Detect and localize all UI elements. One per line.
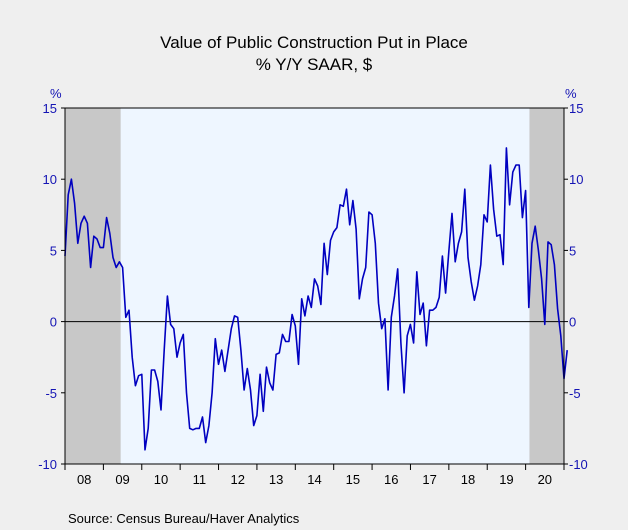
x-tick-label: 15 <box>346 472 360 487</box>
x-tick-label: 16 <box>384 472 398 487</box>
y-tick-label-right: 0 <box>569 315 576 330</box>
x-tick-label: 18 <box>461 472 475 487</box>
x-tick-label: 10 <box>154 472 168 487</box>
y-tick-label-left: -10 <box>38 457 57 472</box>
y-tick-label-right: 15 <box>569 101 583 116</box>
y-axis-unit-right: % <box>565 86 577 101</box>
x-tick-label: 12 <box>230 472 244 487</box>
x-tick-label: 19 <box>499 472 513 487</box>
y-tick-label-left: 5 <box>50 243 57 258</box>
x-tick-label: 09 <box>115 472 129 487</box>
x-tick-label: 13 <box>269 472 283 487</box>
y-tick-label-left: -5 <box>45 386 57 401</box>
plot-border <box>64 107 565 465</box>
y-tick-label-left: 15 <box>43 101 57 116</box>
x-tick-label: 11 <box>193 472 207 487</box>
recession-band-1 <box>65 108 121 464</box>
y-axis-unit-left: % <box>50 86 62 101</box>
y-tick-label-right: 10 <box>569 172 583 187</box>
y-axis-right: -10 -5 0 5 10 15 <box>564 101 588 472</box>
series-line-1 <box>64 147 568 451</box>
x-tick-label: 08 <box>77 472 91 487</box>
y-axis-left: -10 -5 0 5 10 15 <box>38 101 65 472</box>
x-tick-label: 17 <box>422 472 436 487</box>
chart-title: Value of Public Construction Put in Plac… <box>160 33 468 52</box>
plot-frame <box>64 107 565 465</box>
y-tick-label-left: 0 <box>50 315 57 330</box>
x-axis: 08 09 10 11 12 13 14 15 16 17 18 19 20 <box>64 464 565 487</box>
source-note: Source: Census Bureau/Haver Analytics <box>68 511 300 526</box>
y-tick-label-left: 10 <box>43 172 57 187</box>
x-tick-label: 20 <box>538 472 552 487</box>
y-tick-label-right: 5 <box>569 243 576 258</box>
series-group <box>64 147 568 451</box>
recession-bands <box>65 108 564 464</box>
y-tick-label-right: -5 <box>569 386 581 401</box>
y-tick-label-right: -10 <box>569 457 588 472</box>
x-tick-label: 14 <box>307 472 321 487</box>
chart-subtitle: % Y/Y SAAR, $ <box>256 55 373 74</box>
